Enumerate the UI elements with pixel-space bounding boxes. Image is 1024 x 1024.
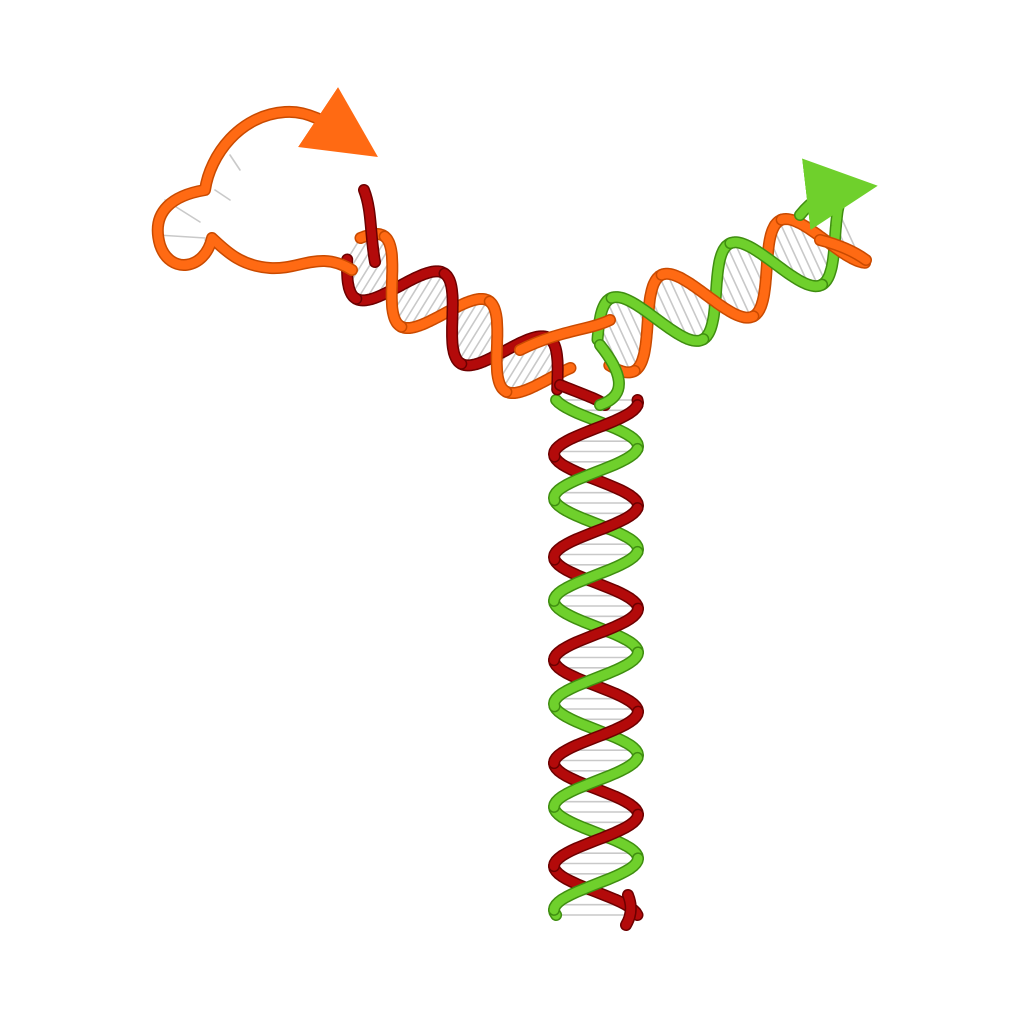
red-strand-bottom-tail bbox=[626, 895, 631, 925]
junction-green-link bbox=[600, 345, 619, 405]
front-strands bbox=[158, 112, 866, 925]
base-pair bbox=[158, 235, 205, 238]
hairpin-loop bbox=[158, 112, 352, 270]
left-arm-red-strand-back bbox=[356, 271, 444, 300]
left-arm-orange-strand-back bbox=[401, 299, 489, 328]
base-pair bbox=[215, 190, 230, 200]
base-pair bbox=[230, 155, 240, 170]
